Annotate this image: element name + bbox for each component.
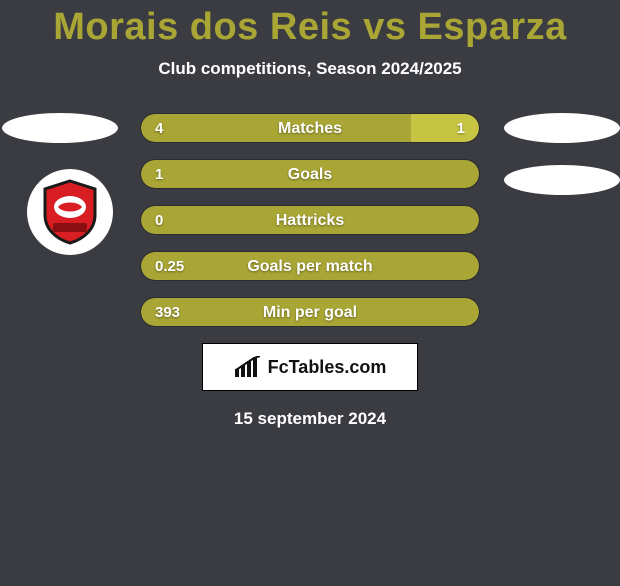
bar-label: Hattricks bbox=[141, 206, 479, 235]
stat-bar: 393Min per goal bbox=[140, 297, 480, 327]
bar-label: Matches bbox=[141, 114, 479, 143]
left-marker-ellipse bbox=[2, 113, 118, 143]
subtitle: Club competitions, Season 2024/2025 bbox=[0, 59, 620, 79]
stat-bar: 1Goals bbox=[140, 159, 480, 189]
bar-label: Goals bbox=[141, 160, 479, 189]
club-badge-left bbox=[27, 169, 113, 255]
right-marker-ellipse bbox=[504, 165, 620, 195]
comparison-panel: 41Matches 1Goals 0Hattricks 0.25Goals per m… bbox=[0, 113, 620, 429]
stat-bar: 41Matches bbox=[140, 113, 480, 143]
brand-label: FcTables.com bbox=[268, 357, 387, 378]
brand-chart-icon bbox=[234, 356, 262, 378]
comparison-bars: 41Matches 1Goals 0Hattricks 0.25Goals per m… bbox=[140, 113, 480, 327]
bar-label: Goals per match bbox=[141, 252, 479, 281]
date-label: 15 september 2024 bbox=[0, 409, 620, 429]
brand-box[interactable]: FcTables.com bbox=[202, 343, 418, 391]
page-title: Morais dos Reis vs Esparza bbox=[0, 6, 620, 49]
right-marker-ellipse bbox=[504, 113, 620, 143]
stat-bar: 0Hattricks bbox=[140, 205, 480, 235]
stat-bar: 0.25Goals per match bbox=[140, 251, 480, 281]
bar-label: Min per goal bbox=[141, 298, 479, 327]
club-crest-icon bbox=[40, 179, 100, 245]
